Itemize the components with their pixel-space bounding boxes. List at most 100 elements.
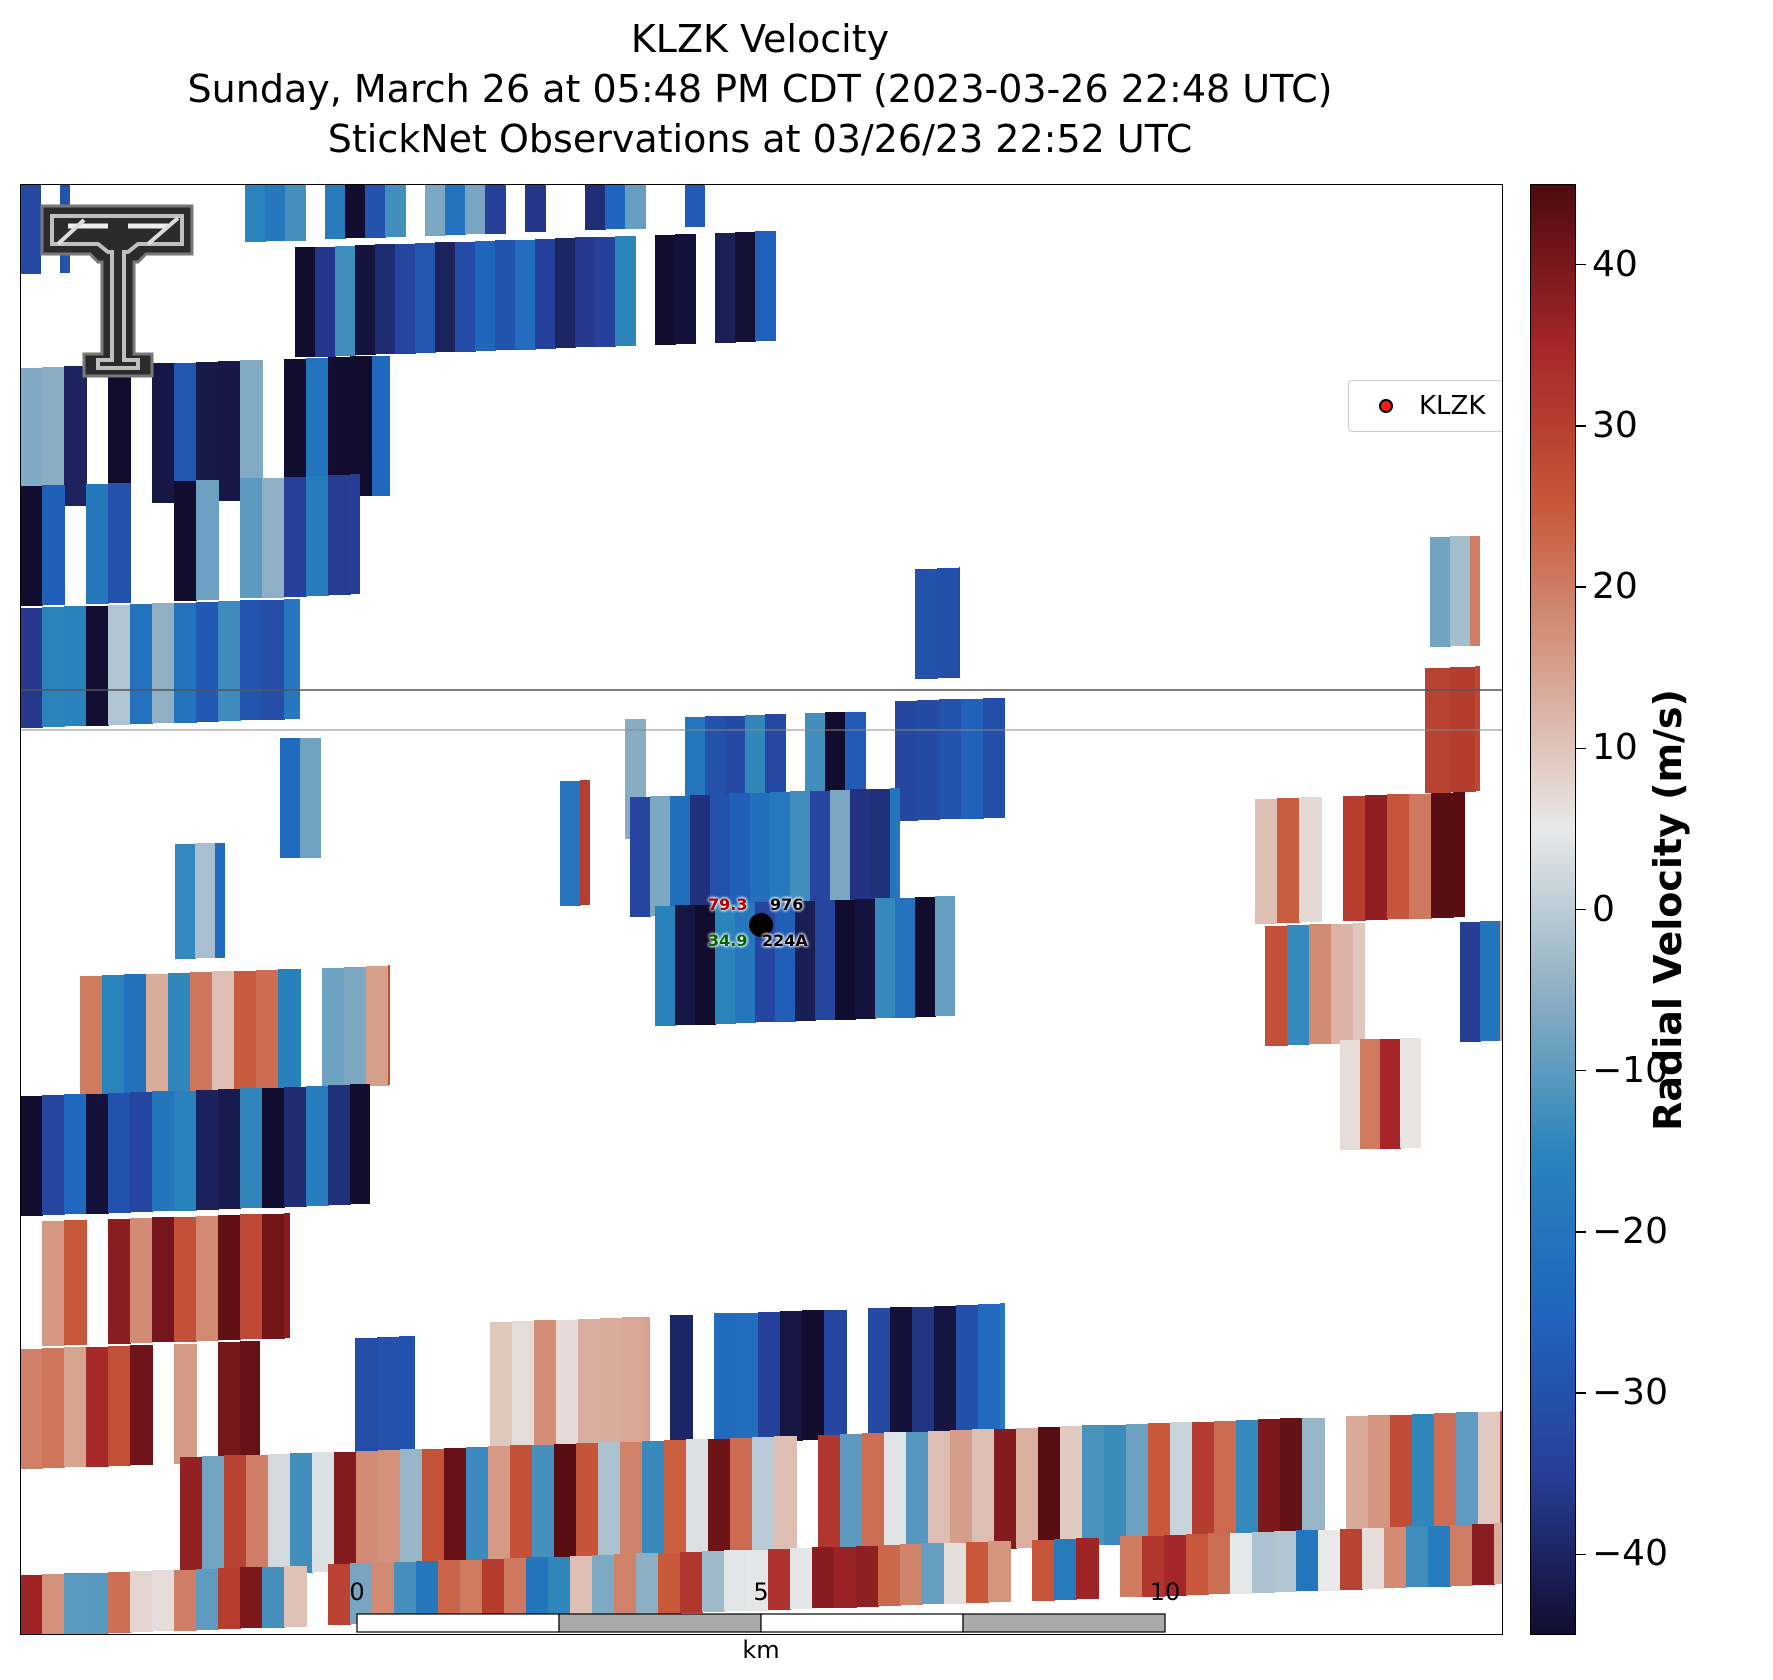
velocity-gate	[1126, 1424, 1149, 1544]
velocity-gate	[262, 1088, 285, 1208]
velocity-gate	[735, 232, 756, 342]
velocity-gate	[790, 791, 811, 911]
velocity-gate	[124, 974, 147, 1094]
velocity-gate	[490, 1322, 513, 1457]
velocity-gate	[435, 242, 456, 352]
velocity-gate	[570, 1556, 593, 1617]
velocity-gate	[42, 1348, 65, 1468]
radar-map[interactable]: KLZK 79.3 976 34.9 224A 0 5 10	[20, 184, 1503, 1635]
velocity-gate	[42, 1221, 65, 1346]
velocity-gate	[1431, 793, 1454, 918]
velocity-gate	[555, 238, 576, 348]
velocity-gate	[1309, 924, 1332, 1044]
velocity-gate	[268, 1454, 291, 1574]
velocity-gate	[526, 1557, 549, 1618]
velocity-gate	[355, 1338, 378, 1463]
velocity-gate	[755, 231, 776, 341]
velocity-gate	[108, 1093, 131, 1213]
velocity-gate	[675, 234, 696, 344]
velocity-gate	[195, 843, 216, 958]
velocity-gate	[350, 474, 360, 594]
velocity-gate	[685, 184, 705, 227]
velocity-gate	[818, 1435, 841, 1555]
velocity-gate	[246, 1455, 269, 1575]
velocity-gate	[534, 1320, 557, 1455]
velocity-gate	[1400, 1038, 1421, 1148]
velocity-gate	[190, 972, 213, 1092]
velocity-gate	[1255, 799, 1278, 924]
velocity-gate	[284, 359, 307, 499]
velocity-gate	[585, 184, 606, 230]
velocity-gate	[152, 363, 175, 503]
velocity-gate	[218, 1568, 241, 1629]
velocity-gate	[950, 1430, 973, 1550]
velocity-gate	[328, 475, 351, 595]
velocity-gate	[475, 241, 496, 351]
velocity-gate	[315, 247, 336, 357]
velocity-gate	[20, 486, 43, 606]
velocity-gate	[152, 1091, 175, 1211]
velocity-gate	[174, 1344, 197, 1464]
velocity-gate	[335, 246, 356, 356]
velocity-gate	[350, 1563, 373, 1624]
velocity-gate	[212, 971, 235, 1091]
colorbar-tick	[1576, 1231, 1586, 1233]
velocity-gate	[850, 789, 871, 909]
velocity-gate	[445, 184, 466, 235]
scale-bar-segment	[558, 1613, 762, 1633]
velocity-gate	[1331, 924, 1354, 1044]
scale-bar-segment	[356, 1613, 560, 1633]
velocity-gate	[1148, 1423, 1171, 1543]
velocity-gate	[234, 971, 257, 1091]
velocity-gate	[372, 1563, 395, 1624]
velocity-gate	[152, 603, 175, 723]
colorbar-tick-label: 20	[1592, 566, 1638, 608]
velocity-gate	[285, 184, 306, 241]
velocity-gate	[174, 1570, 197, 1631]
velocity-gate	[915, 569, 938, 679]
velocity-gate	[615, 236, 636, 346]
velocity-gate	[64, 606, 87, 726]
velocity-gate	[1016, 1428, 1039, 1548]
velocity-gate	[900, 1544, 923, 1605]
colorbar-tick	[1576, 747, 1586, 750]
velocity-gate	[1280, 1418, 1303, 1538]
velocity-gate	[215, 843, 225, 958]
velocity-gate	[485, 184, 506, 234]
velocity-gate	[108, 1346, 131, 1466]
velocity-gate	[595, 237, 616, 347]
velocity-gate	[1277, 798, 1300, 923]
velocity-gate	[218, 1342, 241, 1462]
velocity-gate	[86, 1573, 109, 1634]
velocity-gate	[824, 1310, 847, 1440]
velocity-gate	[240, 600, 263, 720]
velocity-gate	[300, 738, 321, 858]
velocity-gate	[1060, 1426, 1083, 1546]
velocity-gate	[325, 184, 346, 239]
velocity-gate	[372, 356, 390, 496]
chart-title: KLZK Velocity	[630, 17, 890, 61]
velocity-gate	[1456, 1412, 1479, 1532]
scale-bar-unit: km	[742, 1636, 780, 1664]
velocity-gate	[385, 184, 406, 237]
velocity-gate	[856, 1546, 879, 1607]
scale-bar-tick-5: 5	[753, 1578, 769, 1606]
velocity-gate	[736, 1313, 759, 1443]
velocity-gate	[365, 184, 386, 238]
velocity-gate	[240, 1088, 263, 1208]
velocity-gate	[715, 904, 736, 1024]
velocity-gate	[356, 1451, 379, 1571]
velocity-gate	[1236, 1420, 1259, 1540]
velocity-gate	[1302, 1418, 1325, 1538]
scale-bar-segment	[962, 1613, 1166, 1633]
velocity-gate	[815, 900, 836, 1020]
velocity-gate	[978, 1304, 1001, 1434]
velocity-gate	[560, 781, 581, 906]
velocity-gate	[108, 483, 131, 603]
velocity-gate	[752, 1437, 775, 1557]
velocity-gate	[1208, 1533, 1231, 1594]
velocity-gate	[399, 1336, 415, 1461]
velocity-gate	[1472, 1524, 1495, 1585]
velocity-gate	[400, 1449, 423, 1569]
velocity-gate	[240, 478, 263, 598]
